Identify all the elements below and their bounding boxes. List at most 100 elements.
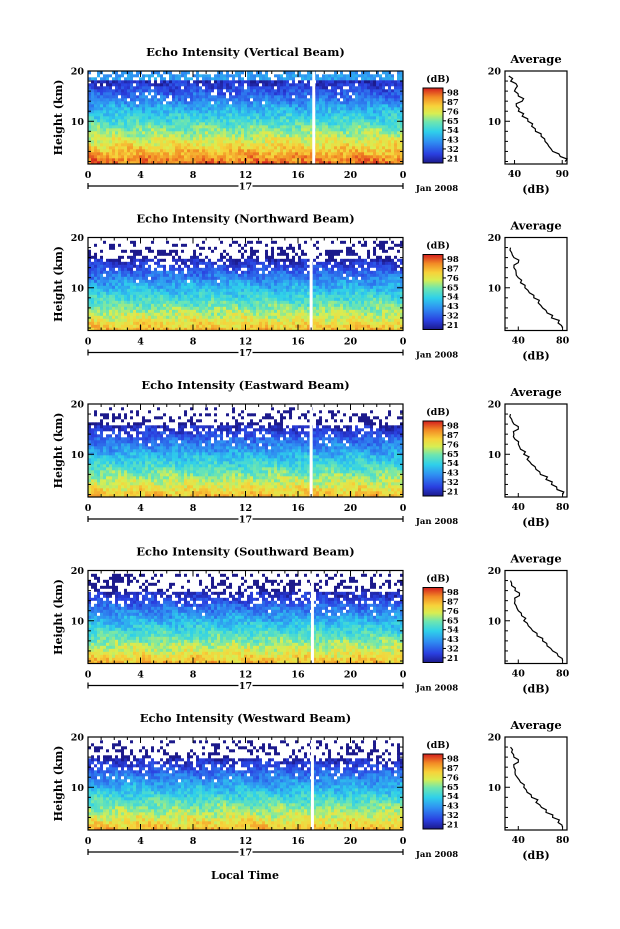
panel-title: Echo Intensity (Eastward Beam)	[141, 378, 349, 392]
data-gap-line	[309, 404, 313, 497]
panel-0: Echo Intensity (Vertical Beam) 10 20 Height…	[52, 45, 569, 196]
y-tick-label: 10	[71, 450, 85, 461]
colorbar	[422, 254, 444, 330]
x-tick-label: 20	[344, 337, 358, 348]
colorbar-title: (dB)	[426, 740, 450, 751]
panel-title: Echo Intensity (Northward Beam)	[136, 212, 354, 226]
x-tick-label: 4	[137, 836, 144, 847]
average-title: Average	[509, 552, 561, 566]
colorbar-tick-label: 43	[447, 635, 459, 645]
panel-title: Echo Intensity (Southward Beam)	[136, 545, 354, 559]
colorbar-tick-label: 65	[447, 117, 459, 127]
x-tick-label: 0	[400, 170, 407, 181]
colorbar-tick-label: 54	[447, 792, 459, 802]
y-tick-label: 20	[71, 67, 85, 78]
colorbar-tick-label: 98	[447, 755, 459, 765]
y-tick-label: 10	[71, 616, 85, 627]
average-profile-line	[509, 247, 564, 329]
average-x-tick-label: 80	[556, 336, 570, 347]
panel-3: Echo Intensity (Southward Beam) 10 20 Heigh…	[52, 545, 570, 696]
data-gap-line	[310, 737, 314, 830]
colorbar-tick-label: 76	[447, 440, 459, 450]
colorbar-tick-label: 65	[447, 450, 459, 460]
average-frame	[504, 403, 568, 498]
colorbar-tick-label: 76	[447, 773, 459, 783]
heatmap-cells	[88, 570, 404, 664]
colorbar-tick-label: 98	[447, 588, 459, 598]
day-label: 17	[239, 348, 252, 359]
average-y-tick-label: 20	[488, 67, 502, 78]
colorbar-tick-label: 87	[447, 431, 459, 441]
average-x-tick-label: 40	[512, 336, 526, 347]
colorbar-tick-label: 43	[447, 136, 459, 146]
colorbar-tick-label: 87	[447, 265, 459, 275]
x-tick-label: 20	[344, 170, 358, 181]
date-label: Jan 2008	[415, 684, 458, 694]
average-profile-line	[509, 413, 565, 495]
y-axis-label: Height (km)	[52, 579, 65, 655]
average-x-tick-label: 80	[556, 669, 570, 680]
colorbar-tick-label: 32	[447, 145, 459, 155]
colorbar-tick-label: 54	[447, 293, 459, 303]
average-x-tick-label: 40	[508, 169, 522, 180]
y-axis-label: Height (km)	[52, 746, 65, 822]
y-tick-label: 20	[71, 566, 85, 577]
average-x-tick-label: 80	[556, 835, 570, 846]
x-tick-label: 16	[291, 170, 305, 181]
average-x-label: (dB)	[522, 350, 549, 363]
colorbar-tick-label: 98	[447, 255, 459, 265]
colorbar-tick-label: 32	[447, 644, 459, 654]
x-tick-label: 12	[239, 337, 252, 348]
x-tick-label: 20	[344, 503, 358, 514]
y-axis-label: Height (km)	[52, 413, 65, 489]
x-tick-label: 8	[190, 337, 197, 348]
colorbar-tick-label: 21	[447, 487, 459, 497]
colorbar-tick-label: 32	[447, 811, 459, 821]
panel-2: Echo Intensity (Eastward Beam) 10 20 Height…	[52, 378, 570, 529]
data-gap-line	[310, 570, 314, 664]
y-axis-label: Height (km)	[52, 246, 65, 322]
colorbar-tick-label: 87	[447, 598, 459, 608]
colorbar-tick-label: 65	[447, 783, 459, 793]
date-label: Jan 2008	[415, 184, 458, 194]
data-gap-line	[309, 237, 313, 331]
panel-title: Echo Intensity (Westward Beam)	[140, 711, 351, 725]
x-tick-label: 8	[190, 670, 197, 681]
x-tick-label: 16	[291, 337, 305, 348]
average-x-label: (dB)	[522, 516, 549, 529]
date-label: Jan 2008	[415, 351, 458, 361]
colorbar-tick-label: 21	[447, 154, 459, 164]
x-tick-label: 0	[400, 836, 407, 847]
y-tick-label: 10	[71, 117, 85, 128]
colorbar-tick-label: 21	[447, 820, 459, 830]
day-label: 17	[239, 182, 252, 193]
average-profile-line	[508, 75, 569, 162]
x-tick-label: 20	[344, 836, 358, 847]
y-tick-label: 20	[71, 400, 85, 411]
y-axis-label: Height (km)	[52, 80, 65, 156]
average-title: Average	[509, 219, 561, 233]
colorbar-tick-label: 43	[447, 469, 459, 479]
x-tick-label: 16	[291, 670, 305, 681]
average-frame	[504, 569, 568, 665]
average-y-tick-label: 10	[488, 783, 502, 794]
colorbar-tick-label: 76	[447, 274, 459, 284]
colorbar-title: (dB)	[426, 574, 450, 585]
panel-title: Echo Intensity (Vertical Beam)	[146, 45, 345, 59]
x-tick-label: 8	[190, 503, 197, 514]
x-tick-label: 0	[85, 337, 92, 348]
x-tick-label: 0	[400, 337, 407, 348]
colorbar-tick-label: 65	[447, 283, 459, 293]
x-tick-label: 0	[85, 170, 92, 181]
x-tick-label: 4	[137, 170, 144, 181]
x-tick-label: 4	[137, 337, 144, 348]
colorbar-tick-label: 76	[447, 607, 459, 617]
x-tick-label: 0	[400, 670, 407, 681]
colorbar-tick-label: 21	[447, 654, 459, 664]
colorbar-tick-label: 65	[447, 616, 459, 626]
colorbar-tick-label: 54	[447, 126, 459, 136]
colorbar	[422, 87, 444, 164]
x-tick-label: 16	[291, 836, 305, 847]
average-y-tick-label: 20	[488, 566, 502, 577]
